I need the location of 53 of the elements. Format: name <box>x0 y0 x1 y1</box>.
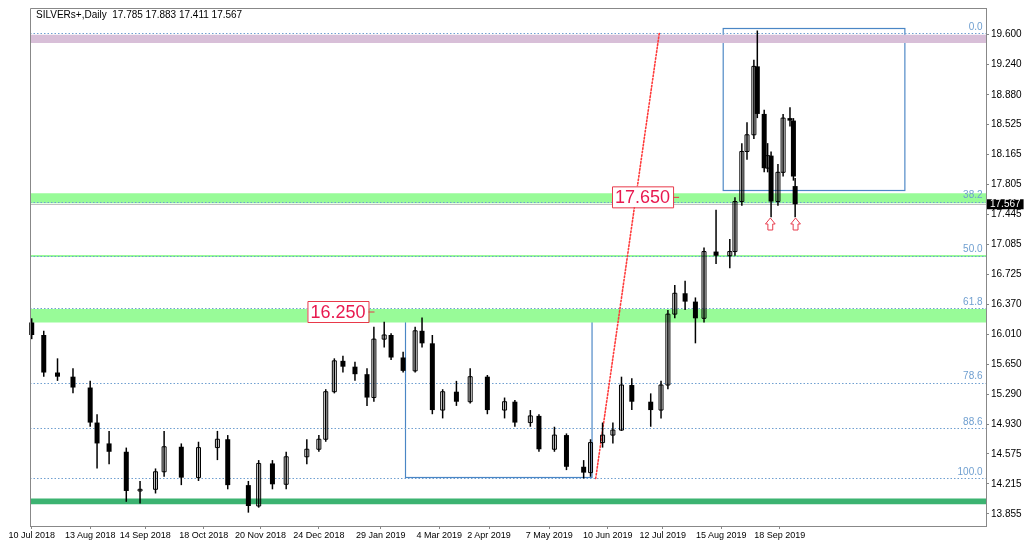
y-tick-label: 17.445 <box>991 208 1023 220</box>
annotation: 100.0 <box>957 466 983 478</box>
y-tick-label: 19.600 <box>991 28 1023 40</box>
candlestick <box>106 430 112 465</box>
x-tick-label: 29 Jan 2019 <box>355 529 406 540</box>
candlestick <box>682 280 688 310</box>
x-tick-label: 12 Jul 2019 <box>639 529 687 540</box>
candlestick <box>381 321 387 348</box>
x-tick-label: 18 Oct 2018 <box>179 529 229 540</box>
y-tick-label: 15.650 <box>991 357 1023 369</box>
chart-title: SILVERs+,Daily 17.785 17.883 17.411 17.567 <box>36 8 243 20</box>
y-tick-label: 14.930 <box>991 417 1023 429</box>
candlestick <box>412 326 418 373</box>
candlestick <box>610 422 616 444</box>
x-tick-label: 13 Aug 2018 <box>64 529 116 540</box>
annotation: 16.250 <box>310 301 366 322</box>
y-tick-label: 18.165 <box>991 148 1023 160</box>
annotation: 17.650 <box>615 187 671 208</box>
y-tick-label: 18.880 <box>991 88 1023 100</box>
x-tick-label: 4 Mar 2019 <box>416 529 462 540</box>
candlestick <box>283 451 289 490</box>
y-tick-label: 14.575 <box>991 447 1023 459</box>
annotation: 50.0 <box>963 243 983 255</box>
x-tick-label: 7 May 2019 <box>525 529 573 540</box>
y-tick-label: 16.370 <box>991 297 1023 309</box>
candlestick <box>304 439 310 465</box>
annotation: 61.8 <box>963 296 983 308</box>
y-tick-label: 16.010 <box>991 327 1023 339</box>
ref-line-label: 17.567 <box>990 198 1022 210</box>
x-tick-label: 18 Sep 2019 <box>754 529 806 540</box>
y-tick-label: 16.725 <box>991 268 1023 280</box>
y-tick-label: 17.085 <box>991 238 1023 250</box>
x-tick-label: 2 Apr 2019 <box>467 529 511 540</box>
x-tick-label: 14 Sep 2018 <box>119 529 171 540</box>
annotation: 88.6 <box>963 416 983 428</box>
x-tick-label: 20 Nov 2018 <box>234 529 286 540</box>
y-tick-label: 15.290 <box>991 387 1023 399</box>
y-tick-label: 19.240 <box>991 58 1023 70</box>
y-tick-label: 17.805 <box>991 178 1023 190</box>
annotation: 0.0 <box>968 20 983 32</box>
x-tick-label: 15 Aug 2019 <box>695 529 747 540</box>
annotation: 78.6 <box>963 370 983 382</box>
y-tick-label: 13.855 <box>991 507 1023 519</box>
candlestick <box>701 247 707 323</box>
y-tick-label: 14.215 <box>991 477 1023 489</box>
y-tick-label: 18.525 <box>991 118 1023 130</box>
candlestick <box>137 480 143 504</box>
x-tick-label: 10 Jun 2019 <box>582 529 633 540</box>
candlestick <box>467 368 473 404</box>
candlestick <box>161 430 167 477</box>
candlestick <box>713 209 719 265</box>
x-tick-label: 24 Dec 2018 <box>293 529 345 540</box>
x-tick-label: 10 Jul 2018 <box>8 529 55 540</box>
